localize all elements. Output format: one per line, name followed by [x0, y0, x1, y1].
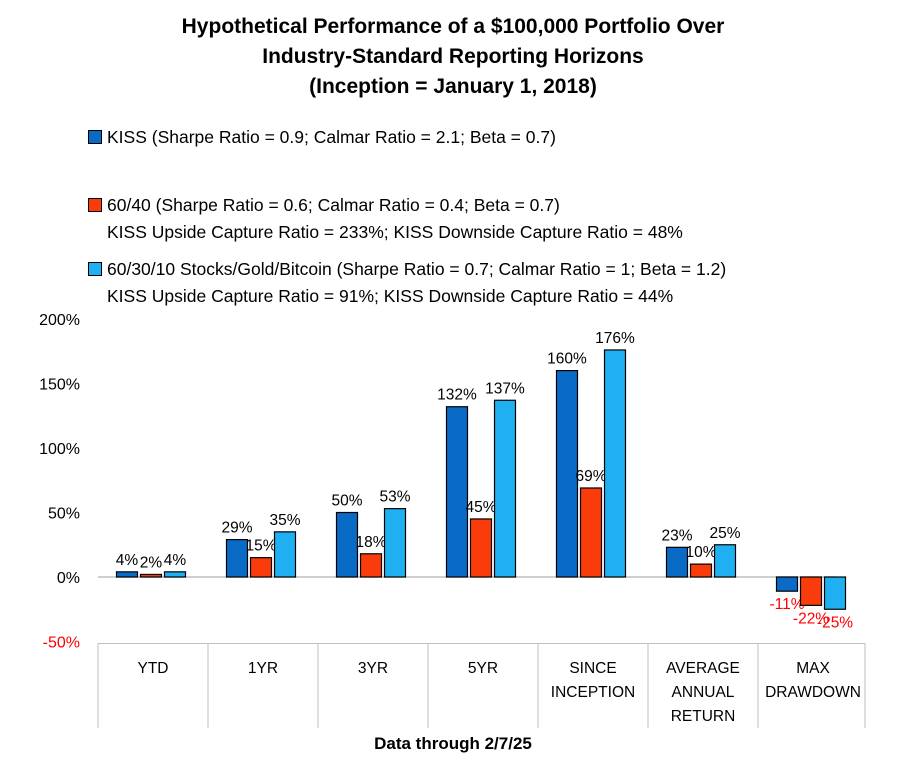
bar — [335, 511, 359, 578]
legend-sub-60-40: KISS Upside Capture Ratio = 233%; KISS D… — [107, 222, 683, 242]
data-label: 176% — [595, 330, 635, 347]
bar — [383, 508, 407, 578]
x-tick-label: SINCE — [569, 660, 616, 677]
x-tick-label: RETURN — [671, 708, 736, 725]
data-label: 160% — [547, 351, 587, 368]
legend-entry-60-40: 60/40 (Sharpe Ratio = 0.6; Calmar Ratio … — [88, 192, 560, 218]
legend-swatch-kiss — [88, 130, 102, 144]
bar — [115, 571, 139, 578]
y-tick-label: 0% — [57, 570, 80, 587]
data-label: 50% — [331, 493, 362, 510]
x-tick-label: YTD — [138, 660, 169, 677]
legend-entry-60-30-10: 60/30/10 Stocks/Gold/Bitcoin (Sharpe Rat… — [88, 256, 726, 282]
data-label: 69% — [575, 468, 606, 485]
legend-entry-kiss: KISS (Sharpe Ratio = 0.9; Calmar Ratio =… — [88, 124, 556, 150]
data-label: 137% — [485, 380, 525, 397]
y-tick-label: -50% — [43, 635, 80, 652]
legend-sub-60-30-10: KISS Upside Capture Ratio = 91%; KISS Do… — [107, 286, 674, 306]
bar — [445, 406, 469, 578]
x-tick-label: AVERAGE — [666, 660, 740, 677]
data-label: 2% — [140, 554, 163, 571]
bar — [555, 370, 579, 578]
bar — [713, 544, 737, 578]
footer-note: Data through 2/7/25 — [374, 734, 532, 753]
bar — [579, 487, 603, 578]
x-tick-label: ANNUAL — [672, 684, 735, 701]
legend-swatch-60-30-10 — [88, 262, 102, 276]
bar — [359, 553, 383, 578]
data-label: 132% — [437, 387, 477, 404]
data-label: 45% — [465, 499, 496, 516]
y-tick-label: 200% — [39, 312, 80, 329]
bar — [689, 563, 713, 578]
bar — [225, 538, 249, 578]
x-tick-label: DRAWDOWN — [765, 684, 861, 701]
chart-title-line: (Inception = January 1, 2018) — [309, 75, 597, 98]
x-tick-label: 1YR — [248, 660, 278, 677]
data-label: 4% — [164, 552, 187, 569]
chart-title-line: Hypothetical Performance of a $100,000 P… — [181, 15, 725, 38]
data-label: 29% — [221, 520, 252, 537]
data-label: 35% — [269, 512, 300, 529]
data-label: 15% — [245, 538, 276, 555]
data-label: 53% — [379, 489, 410, 506]
y-tick-label: 150% — [39, 377, 80, 394]
x-tick-label: 3YR — [358, 660, 388, 677]
legend-label-60-40: 60/40 (Sharpe Ratio = 0.6; Calmar Ratio … — [107, 195, 560, 215]
y-tick-label: 50% — [48, 506, 80, 523]
bar — [249, 557, 273, 578]
data-label: -11% — [769, 596, 804, 613]
bar — [139, 573, 163, 578]
x-tick-label: INCEPTION — [551, 684, 635, 701]
x-tick-label: MAX — [796, 660, 830, 677]
bar — [665, 546, 689, 578]
legend-swatch-60-40 — [88, 198, 102, 212]
data-label: 4% — [116, 552, 139, 569]
bar — [775, 576, 799, 592]
bar — [823, 576, 847, 610]
data-label: 23% — [661, 527, 692, 544]
data-label: 10% — [685, 544, 716, 561]
data-label: -25% — [817, 614, 853, 631]
y-tick-label: 100% — [39, 441, 80, 458]
legend-label-60-30-10: 60/30/10 Stocks/Gold/Bitcoin (Sharpe Rat… — [107, 259, 727, 279]
x-tick-label: 5YR — [468, 660, 498, 677]
chart-title-line: Industry-Standard Reporting Horizons — [262, 45, 644, 68]
bar — [493, 399, 517, 578]
chart-title: Hypothetical Performance of a $100,000 P… — [0, 12, 906, 102]
bar — [603, 349, 627, 578]
bar — [799, 576, 823, 606]
data-label: 18% — [355, 534, 386, 551]
data-label: 25% — [709, 525, 740, 542]
bar — [163, 571, 187, 578]
bar — [469, 518, 493, 578]
data-label: -22% — [793, 610, 829, 627]
legend-label-kiss: KISS (Sharpe Ratio = 0.9; Calmar Ratio =… — [107, 127, 556, 147]
bar — [273, 531, 297, 578]
